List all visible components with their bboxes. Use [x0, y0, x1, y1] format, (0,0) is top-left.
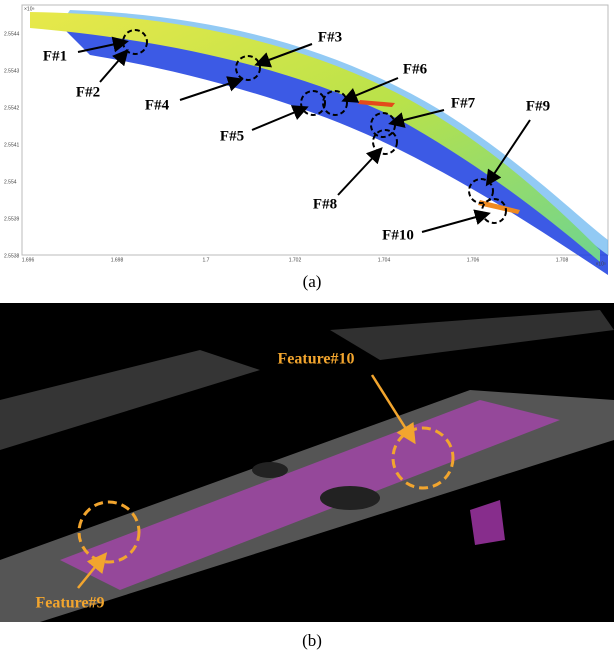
caption: (b)	[302, 631, 322, 650]
feature-label: F#1	[43, 48, 67, 64]
figure: ×10⁶ ×10⁵ 2.5544 2.5543 2.5542 2.5541 2.554 2…	[0, 0, 614, 659]
y-tick-label: 2.5538	[4, 253, 20, 259]
feature-label: F#10	[382, 227, 414, 243]
feature-label: Feature#10	[277, 351, 354, 368]
y-tick-label: 2.5544	[4, 31, 20, 37]
exponent-x: ×10⁵	[595, 261, 606, 267]
feature-label: F#4	[145, 97, 170, 113]
feature-label: F#6	[403, 61, 428, 77]
y-tick-label: 2.5541	[4, 142, 20, 148]
x-tick-label: 1.706	[467, 257, 480, 263]
feature-label: F#7	[451, 95, 476, 111]
feature-label: F#9	[526, 98, 550, 114]
feature-label: F#2	[76, 84, 100, 100]
x-tick-label: 1.7	[203, 257, 210, 263]
y-tick-label: 2.5539	[4, 216, 20, 222]
y-tick-label: 2.554	[4, 179, 17, 185]
x-tick-label: 1.708	[556, 257, 569, 263]
x-tick-label: 1.696	[22, 257, 35, 263]
x-tick-label: 1.704	[378, 257, 391, 263]
exponent-y: ×10⁶	[24, 6, 35, 12]
x-tick-label: 1.702	[289, 257, 302, 263]
feature-label: F#3	[318, 29, 342, 45]
feature-label: Feature#9	[35, 595, 104, 612]
feature-label: F#8	[313, 196, 337, 212]
y-tick-label: 2.5542	[4, 105, 20, 111]
caption: (a)	[303, 272, 322, 291]
y-tick-label: 2.5543	[4, 68, 20, 74]
x-tick-label: 1.698	[111, 257, 124, 263]
feature-label: F#5	[220, 128, 244, 144]
